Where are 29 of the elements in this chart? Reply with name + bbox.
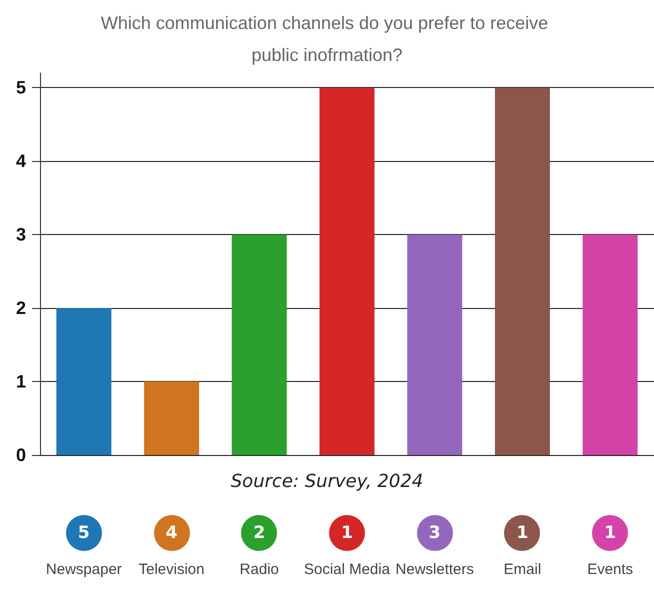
x-tick-label: Social Media xyxy=(303,560,391,580)
y-tick-label: 5 xyxy=(16,78,26,98)
bar xyxy=(56,308,112,455)
y-tick-label: 0 xyxy=(16,445,26,465)
bar xyxy=(320,88,374,455)
text: 2 xyxy=(241,515,278,551)
x-tick-label: Television xyxy=(138,560,206,580)
text: 5 xyxy=(66,515,102,551)
x-tick-label: Radio xyxy=(238,560,280,580)
y-tick-label: 3 xyxy=(16,224,26,245)
x-tick-label: Email xyxy=(502,560,542,580)
bar xyxy=(582,234,638,455)
text: 1 xyxy=(504,515,540,551)
y-tick-label: 1 xyxy=(16,372,26,392)
y-tick-label: 4 xyxy=(16,151,26,172)
source-note: Source: Survey, 2024 xyxy=(230,471,424,492)
x-tick-label: Newspaper xyxy=(44,560,123,580)
x-tick-label: Newsletters xyxy=(394,560,475,580)
bar xyxy=(407,234,462,455)
text: 3 xyxy=(416,515,453,551)
bar xyxy=(494,88,550,455)
text: 4 xyxy=(154,515,190,551)
y-tick-label: 2 xyxy=(16,298,26,318)
chart-title: Which communication channels do you prefer to receive public inofrmation? xyxy=(100,13,554,65)
text: 1 xyxy=(329,515,365,551)
x-tick-label: Events xyxy=(586,560,634,580)
bar xyxy=(144,382,200,455)
text: 1 xyxy=(592,515,628,551)
bar xyxy=(232,234,287,455)
